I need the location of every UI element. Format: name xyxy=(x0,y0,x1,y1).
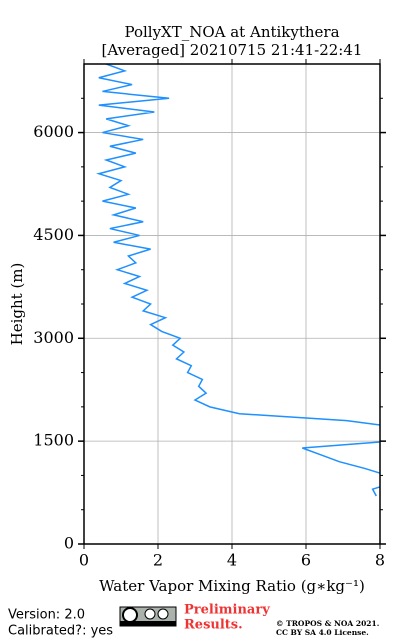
x-tick-label: 6 xyxy=(301,551,311,570)
chart-subtitle: [Averaged] 20210715 21:41-22:41 xyxy=(102,41,363,59)
y-tick-label: 3000 xyxy=(33,328,74,347)
y-tick-label: 0 xyxy=(64,534,74,553)
x-tick-label: 0 xyxy=(79,551,89,570)
results: Results. xyxy=(184,618,243,633)
preliminary: Preliminary xyxy=(184,603,270,618)
x-tick-label: 8 xyxy=(375,551,385,570)
cc-badge xyxy=(119,606,177,627)
profile-line xyxy=(96,64,380,497)
y-tick-label: 4500 xyxy=(33,225,74,244)
copyright: © TROPOS & NOA 2021. xyxy=(276,619,379,628)
x-axis-label: Water Vapor Mixing Ratio (g∗kg⁻¹) xyxy=(99,577,365,595)
version: Version: 2.0 xyxy=(8,608,85,623)
y-axis-label: Height (m) xyxy=(8,263,26,346)
y-tick-label: 1500 xyxy=(33,431,74,450)
x-tick-label: 2 xyxy=(153,551,163,570)
x-tick-label: 4 xyxy=(227,551,237,570)
license: CC BY SA 4.0 License. xyxy=(276,628,369,637)
y-tick-label: 6000 xyxy=(33,122,74,141)
plot-frame xyxy=(83,63,381,545)
calibrated: Calibrated?: yes xyxy=(8,624,113,639)
chart-title: PollyXT_NOA at Antikythera xyxy=(124,23,339,41)
